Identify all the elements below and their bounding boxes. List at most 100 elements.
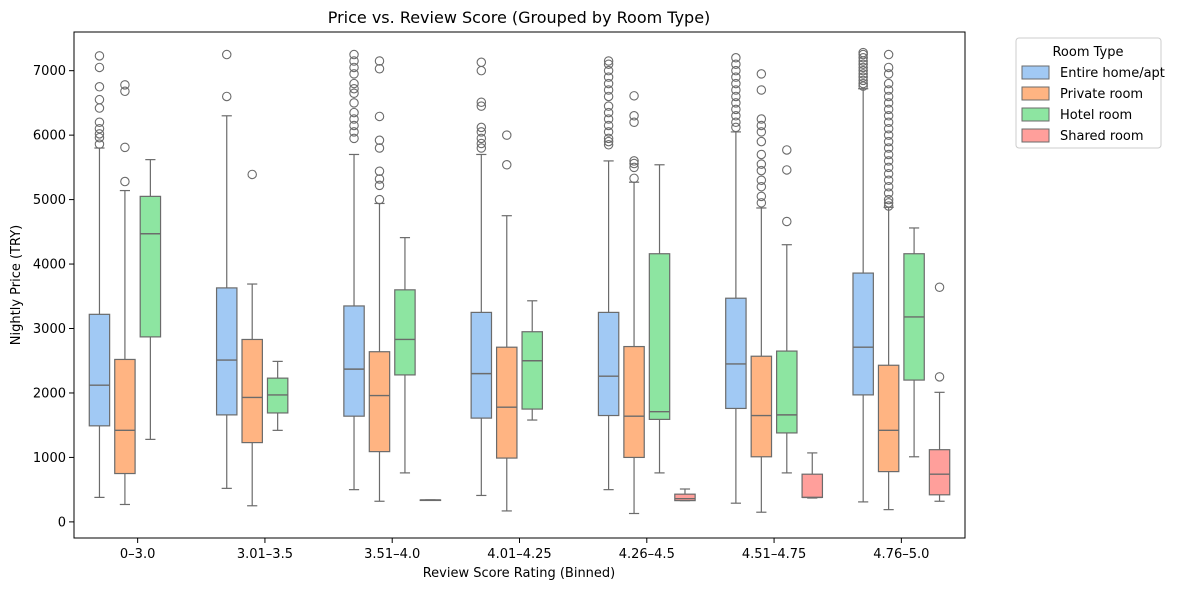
outlier-point — [603, 91, 614, 102]
outlier-point — [883, 85, 894, 95]
outlier-point — [883, 188, 894, 198]
outlier-point — [731, 98, 741, 108]
box-iqr — [368, 351, 391, 453]
outlier-point — [94, 117, 105, 127]
x-tick-label: 3.51–4.0 — [364, 547, 420, 562]
outlier-point — [349, 107, 359, 118]
outlier-point — [883, 123, 894, 134]
box-1-3 — [495, 130, 518, 512]
outlier-point — [629, 117, 639, 127]
box-1-0 — [114, 80, 136, 506]
outlier-point — [603, 72, 614, 82]
outlier-point — [756, 69, 767, 79]
outlier-point — [120, 80, 130, 90]
box-iqr — [394, 289, 416, 376]
outlier-point — [374, 135, 385, 146]
outlier-point — [629, 162, 639, 173]
box-2-6 — [903, 227, 925, 458]
outlier-point — [731, 117, 741, 127]
outlier-point — [374, 143, 385, 153]
outlier-point — [603, 114, 614, 124]
box-iqr — [241, 338, 263, 444]
legend-label: Entire home/apt — [1060, 66, 1165, 81]
x-tick-label: 4.51–4.75 — [742, 547, 806, 562]
outlier-point — [603, 107, 614, 118]
outlier-point — [883, 169, 894, 179]
outlier-point — [603, 65, 614, 76]
outlier-point — [883, 143, 894, 153]
outlier-point — [756, 191, 767, 202]
chart-title: Price vs. Review Score (Grouped by Room … — [328, 8, 711, 27]
box-iqr — [597, 311, 620, 417]
outlier-point — [349, 56, 359, 66]
outlier-point — [756, 120, 767, 131]
outlier-point — [603, 101, 614, 111]
outlier-point — [858, 53, 868, 63]
outlier-point — [374, 174, 385, 184]
outlier-point — [756, 159, 767, 169]
outlier-point — [883, 201, 894, 211]
x-axis-title: Review Score Rating (Binned) — [423, 566, 616, 581]
outlier-point — [374, 56, 385, 66]
box-0-1 — [215, 49, 238, 489]
box-iqr — [928, 449, 951, 496]
outlier-point — [502, 160, 512, 170]
x-tick-label: 4.26–4.5 — [619, 547, 675, 562]
outlier-point — [629, 173, 639, 184]
y-axis-title: Nightly Price (TRY) — [9, 225, 24, 345]
box-iqr — [114, 358, 136, 475]
outlier-point — [858, 78, 868, 89]
outlier-point — [756, 85, 767, 95]
box-0-0 — [88, 51, 111, 498]
outlier-point — [120, 86, 130, 97]
legend-title: Room Type — [1052, 45, 1123, 60]
outlier-point — [858, 69, 868, 79]
outlier-point — [603, 59, 614, 69]
outlier-point — [756, 165, 767, 176]
box-0-3 — [470, 57, 493, 497]
box-3-2 — [419, 499, 442, 502]
outlier-point — [934, 372, 945, 382]
box-2-3 — [521, 300, 544, 421]
outlier-point — [502, 130, 512, 140]
y-tick-label: 7000 — [33, 64, 66, 79]
outlier-point — [782, 165, 792, 175]
outlier-point — [883, 181, 894, 192]
legend-label: Private room — [1060, 87, 1143, 102]
legend-item: Shared room — [1021, 128, 1144, 144]
legend-item: Private room — [1021, 86, 1143, 102]
box-1-1 — [241, 169, 263, 507]
y-tick-label: 1000 — [33, 451, 66, 466]
outlier-point — [349, 88, 359, 98]
outlier-point — [94, 103, 105, 113]
outlier-point — [629, 158, 639, 169]
outlier-point — [756, 114, 767, 124]
legend-label: Shared room — [1060, 129, 1144, 144]
legend-swatch — [1021, 128, 1050, 143]
outlier-point — [349, 114, 359, 124]
outlier-point — [221, 91, 232, 102]
legend-swatch — [1021, 107, 1050, 122]
outlier-point — [476, 143, 487, 153]
outlier-point — [603, 120, 614, 131]
outlier-point — [731, 72, 741, 82]
legend-swatch — [1021, 65, 1050, 80]
outlier-point — [603, 78, 614, 89]
legend: Room Type Entire home/apt Private room Hot… — [1015, 37, 1165, 149]
plot-frame — [73, 31, 966, 539]
box-iqr — [623, 345, 645, 459]
outlier-point — [629, 91, 639, 101]
outlier-point — [94, 132, 105, 143]
outlier-point — [883, 117, 894, 127]
box-0-5 — [725, 53, 747, 504]
outlier-point — [858, 81, 868, 91]
outlier-point — [247, 169, 257, 180]
outlier-point — [756, 136, 767, 147]
outlier-point — [476, 133, 487, 144]
outlier-point — [120, 176, 130, 187]
outlier-point — [349, 78, 359, 89]
outlier-point — [476, 65, 487, 76]
outlier-point — [349, 83, 359, 94]
outlier-point — [756, 181, 767, 192]
